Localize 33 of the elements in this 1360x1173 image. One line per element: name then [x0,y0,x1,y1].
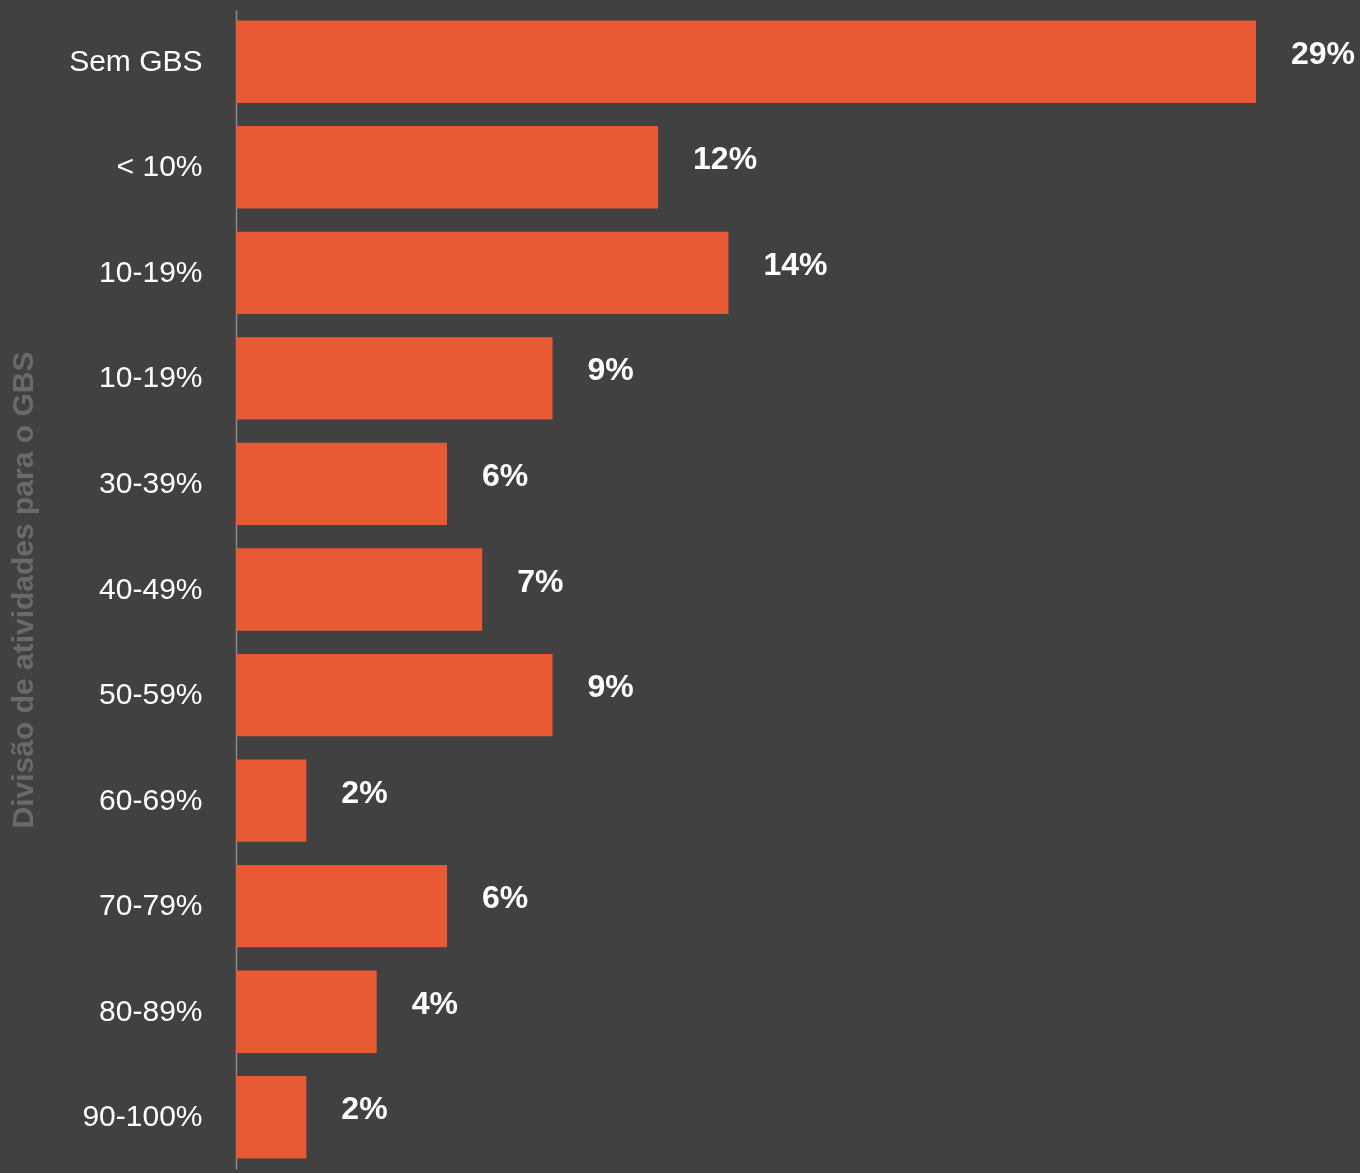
data-label: 6% [482,879,529,916]
data-label: 2% [341,1090,388,1127]
bar [236,548,483,631]
bar [236,970,377,1053]
y-tick-label: 50-59% [99,677,203,711]
bar [236,759,307,842]
bar [236,653,553,737]
bar [236,231,729,314]
y-tick-label: 10-19% [99,254,203,288]
y-tick-label: 10-19% [99,360,203,394]
y-tick-label: 30-39% [99,465,203,499]
bar [236,442,448,526]
bar [236,126,659,209]
data-label: 9% [587,351,634,388]
data-label: 7% [517,562,564,599]
y-tick-label: 60-69% [99,782,203,816]
y-tick-label: 80-89% [99,993,203,1027]
bar [236,865,448,948]
y-tick-label: < 10% [116,149,203,183]
y-tick-label: Sem GBS [69,43,203,77]
data-label: 12% [693,140,758,177]
data-label: 6% [482,456,529,493]
y-tick-label: 70-79% [99,888,203,922]
data-label: 29% [1291,34,1356,71]
bar [236,1076,307,1159]
data-label: 14% [763,245,828,282]
bar [236,337,553,420]
data-label: 2% [341,773,388,810]
data-label: 9% [587,668,634,705]
bar [236,20,1256,103]
data-label: 4% [411,984,458,1021]
y-tick-label: 90-100% [82,1099,203,1133]
y-tick-label: 40-49% [99,571,203,605]
